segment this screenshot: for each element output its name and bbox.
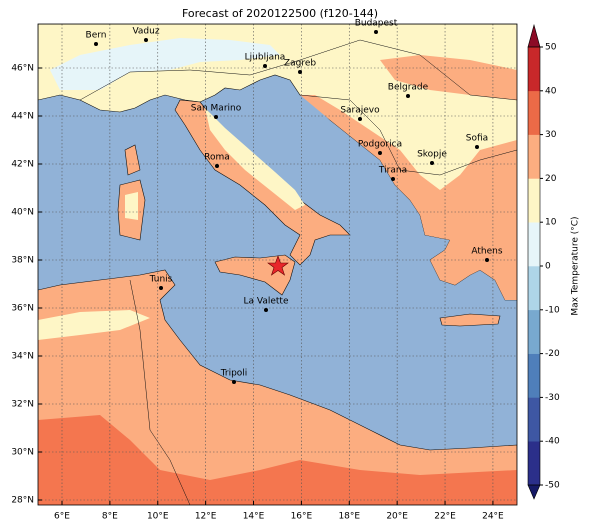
city-label: Sarajevo xyxy=(340,106,380,116)
city-dot xyxy=(485,258,489,262)
city-label: Athens xyxy=(471,247,502,257)
crete xyxy=(439,313,501,327)
lat-tick-label: 38°N xyxy=(11,256,34,266)
city-label: La Valette xyxy=(244,297,289,307)
lon-tick-label: 10°E xyxy=(147,512,169,522)
city-dot xyxy=(215,164,219,168)
city-label: Skopje xyxy=(417,150,447,160)
city-dot xyxy=(263,64,267,68)
city-label: Tunis xyxy=(149,275,173,285)
colorbar-band xyxy=(528,134,540,179)
colorbar-band xyxy=(528,222,540,267)
borders xyxy=(79,39,517,101)
city-label: Ljubljana xyxy=(245,53,286,63)
italy-ridge xyxy=(205,108,305,210)
city-label: Podgorica xyxy=(358,140,402,150)
lon-tick-label: 8°E xyxy=(102,512,118,522)
lat-tick-label: 40°N xyxy=(11,208,34,218)
lat-tick-label: 46°N xyxy=(11,64,34,74)
city-dot xyxy=(430,161,434,165)
lon-tick-label: 14°E xyxy=(243,512,265,522)
lon-tick-label: 6°E xyxy=(54,512,70,522)
colorbar-tick-label: 40 xyxy=(545,86,557,96)
city-label: Zagreb xyxy=(284,59,316,69)
city-label: San Marino xyxy=(191,104,242,114)
city-label: Roma xyxy=(204,153,230,163)
city-dot xyxy=(475,145,479,149)
colorbar-extend-high xyxy=(527,23,541,48)
title: Forecast of 2020122500 (f120-144) xyxy=(182,7,378,20)
lon-tick-label: 20°E xyxy=(386,512,408,522)
city-dot xyxy=(406,94,410,98)
city-dot xyxy=(374,30,378,34)
colorbar-band xyxy=(528,178,540,223)
lat-tick-label: 34°N xyxy=(11,352,34,362)
lat-tick-label: 36°N xyxy=(11,304,34,314)
lat-tick-label: 44°N xyxy=(11,112,34,122)
colorbar-tick-label: 10 xyxy=(545,218,557,228)
colorbar-tick-label: -40 xyxy=(545,437,560,447)
colorbar-band xyxy=(528,309,540,354)
lat-tick-label: 30°N xyxy=(11,448,34,458)
city-dot xyxy=(298,70,302,74)
city-dot xyxy=(144,38,148,42)
lat-tick-label: 42°N xyxy=(11,160,34,170)
city-label: Budapest xyxy=(355,19,398,29)
borders xyxy=(299,94,517,176)
lon-tick-label: 16°E xyxy=(291,512,313,522)
city-label: Bern xyxy=(86,31,107,41)
city-label: Vaduz xyxy=(132,27,159,37)
city-dot xyxy=(159,286,163,290)
city-dot xyxy=(214,115,218,119)
city-label: Belgrade xyxy=(388,83,429,93)
city-label: Tripoli xyxy=(220,369,248,379)
city-label: Sofia xyxy=(466,134,488,144)
colorbar-tick-label: -50 xyxy=(545,481,560,491)
coast-warm xyxy=(300,95,517,300)
city-dot xyxy=(232,380,236,384)
colorbar-tick-label: -30 xyxy=(545,393,560,403)
lat-tick-label: 32°N xyxy=(11,400,34,410)
atlas-cool xyxy=(38,310,150,340)
sardinia-inland xyxy=(125,192,138,220)
colorbar-extend-low xyxy=(527,484,541,500)
colorbar-band xyxy=(528,353,540,398)
city-label: Tirana xyxy=(378,166,407,176)
city-dot xyxy=(264,308,268,312)
star-marker xyxy=(267,255,289,276)
colorbar-label: Max Temperature (°C) xyxy=(571,216,581,315)
colorbar-band xyxy=(528,47,540,92)
city-dot xyxy=(391,177,395,181)
lon-tick-label: 12°E xyxy=(195,512,217,522)
lon-tick-label: 18°E xyxy=(338,512,360,522)
colorbar-tick-label: -10 xyxy=(545,305,560,315)
frame xyxy=(37,23,518,506)
colorbar-band xyxy=(528,397,540,442)
lat-tick-label: 28°N xyxy=(11,496,34,506)
colorbar-tick-label: 20 xyxy=(545,174,557,184)
lon-tick-label: 24°E xyxy=(482,512,504,522)
city-dot xyxy=(94,42,98,46)
alps xyxy=(50,38,280,90)
colorbar-tick-label: 30 xyxy=(545,130,557,140)
borders xyxy=(129,279,191,505)
colorbar-tick-label: -20 xyxy=(545,349,560,359)
corsica xyxy=(124,144,141,176)
colorbar-band xyxy=(528,441,540,486)
colorbar-band xyxy=(528,90,540,135)
city-dot xyxy=(358,117,362,121)
lon-tick-label: 22°E xyxy=(434,512,456,522)
colorbar-tick-label: 0 xyxy=(545,262,551,272)
colorbar-tick-label: 50 xyxy=(545,43,557,53)
city-dot xyxy=(378,151,382,155)
colorbar-band xyxy=(528,266,540,311)
